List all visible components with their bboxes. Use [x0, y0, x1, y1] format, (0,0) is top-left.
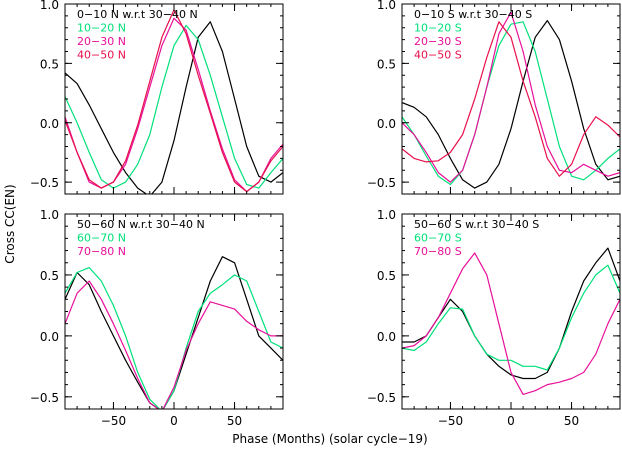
y-tick-label: −0.5 — [30, 176, 59, 190]
panel-top-right: −0.5 0.0 0.5 1.0 0−10 S w.r.t 30−40 S10−20 S… — [367, 0, 621, 195]
panel-bottom-left: −0.5 0.0 0.5 1.0 −50 0 50 50−60 N w.r.t 30−40 N… — [30, 208, 284, 428]
legend-entry-1: 0−10 N w.r.t 30−40 N — [77, 8, 198, 21]
y-tick-label: 1.0 — [40, 0, 59, 12]
series-group — [402, 247, 620, 395]
x-tick-label: 0 — [170, 414, 178, 428]
legend-entry-2: 60−70 N — [77, 232, 126, 245]
legend-entry-1: 0−10 S w.r.t 30−40 S — [414, 8, 532, 21]
y-tick-label: 0.5 — [40, 57, 59, 71]
x-tick-label: 50 — [564, 414, 579, 428]
series-line-2 — [402, 21, 620, 186]
panel-top-left: −0.5 0.0 0.5 1.0 0−10 N w.r.t 30−40 N10−20 N… — [30, 0, 284, 195]
x-axis-label: Phase (Months) (solar cycle−19) — [232, 432, 427, 446]
y-tick-label: −0.5 — [367, 176, 396, 190]
y-tick-label: 0.5 — [40, 269, 59, 283]
y-tick-label: 0.0 — [377, 117, 396, 131]
series-line-4 — [402, 21, 620, 177]
legend-entry-3: 20−30 N — [77, 35, 126, 48]
legend-entry-2: 10−20 N — [77, 22, 126, 35]
x-tick-label: −50 — [101, 414, 126, 428]
legend-entry-2: 60−70 S — [414, 232, 462, 245]
series-line-1 — [402, 20, 620, 189]
x-tick-label: −50 — [438, 414, 463, 428]
y-axis-label: Cross CC(EN) — [3, 184, 17, 263]
series-group — [65, 256, 283, 409]
y-tick-label: 1.0 — [377, 208, 396, 222]
legend-entry-2: 10−20 S — [414, 22, 462, 35]
series-line-2 — [65, 24, 283, 189]
y-tick-label: −0.5 — [30, 391, 59, 405]
panels-group: −0.5 0.0 0.5 1.0 0−10 N w.r.t 30−40 N10−20 N… — [30, 0, 621, 428]
y-tick-label: 1.0 — [40, 208, 59, 222]
series-line-3 — [402, 252, 620, 395]
legend-entry-3: 70−80 S — [414, 245, 462, 258]
series-line-1 — [65, 21, 283, 194]
series-line-3 — [402, 11, 620, 183]
series-line-3 — [65, 280, 283, 409]
series-line-2 — [402, 264, 620, 371]
legend-entry-1: 50−60 S w.r.t 30−40 S — [414, 218, 539, 231]
y-tick-label: −0.5 — [367, 391, 396, 405]
legend-entry-4: 40−50 S — [414, 49, 462, 62]
series-line-1 — [402, 247, 620, 380]
y-tick-label: 0.0 — [40, 330, 59, 344]
y-tick-label: 1.0 — [377, 0, 396, 12]
x-tick-label: 0 — [507, 414, 515, 428]
panel-bottom-right: −0.5 0.0 0.5 1.0 −50 0 50 50−60 S w.r.t 30−40 S… — [367, 208, 621, 428]
series-line-2 — [65, 267, 283, 409]
legend-entry-4: 40−50 N — [77, 49, 126, 62]
series-group — [402, 11, 620, 189]
legend-entry-3: 20−30 S — [414, 35, 462, 48]
y-tick-label: 0.5 — [377, 57, 396, 71]
legend-entry-3: 70−80 N — [77, 245, 126, 258]
y-tick-label: 0.0 — [377, 330, 396, 344]
y-tick-label: 0.0 — [40, 117, 59, 131]
y-tick-label: 0.5 — [377, 269, 396, 283]
x-tick-label: 50 — [227, 414, 242, 428]
legend-entry-1: 50−60 N w.r.t 30−40 N — [77, 218, 205, 231]
